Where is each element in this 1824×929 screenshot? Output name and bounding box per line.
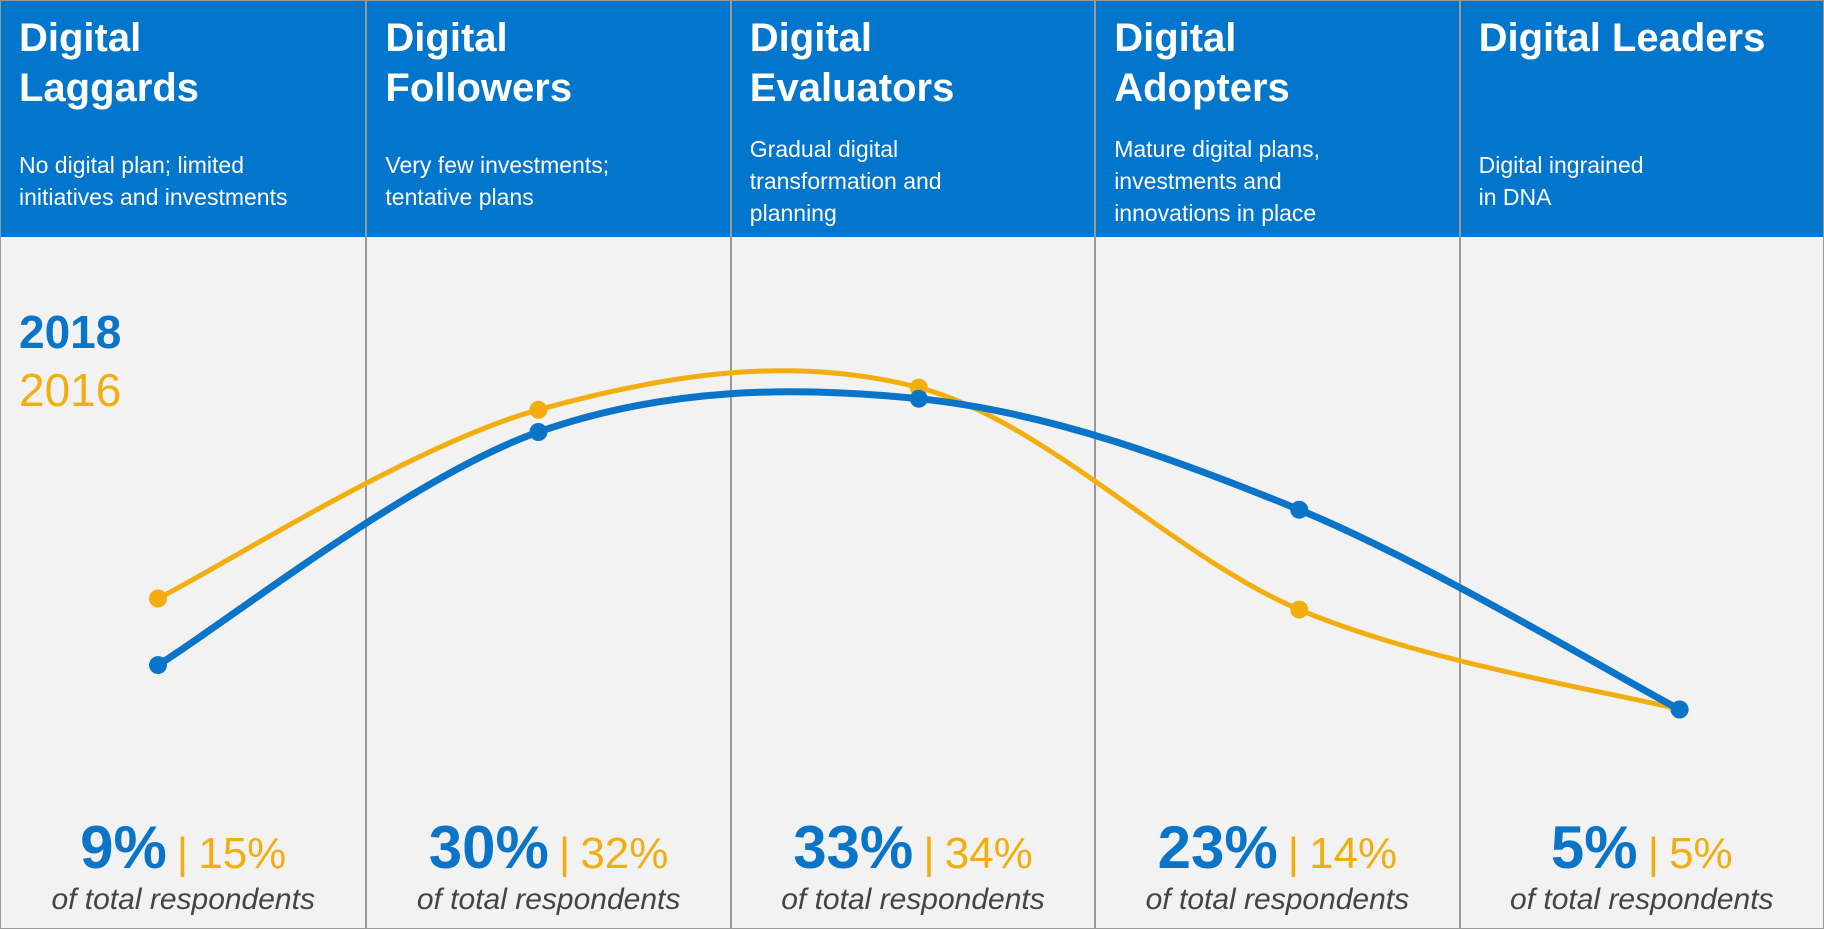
value-label: 34% <box>944 829 1033 878</box>
column-title: Digital Followers <box>385 16 573 110</box>
column-header: Digital Evaluators Gradual digital transf… <box>731 1 1095 237</box>
value-label: 30% <box>428 814 549 881</box>
value-label: 14% <box>1309 829 1398 878</box>
separator: | <box>1647 829 1660 878</box>
column-title: Digital Adopters <box>1114 16 1290 110</box>
legend: 2018 2016 <box>19 303 121 419</box>
data-point <box>149 656 167 675</box>
column-header: Digital Leaders Digital ingrained in DNA <box>1460 1 1823 237</box>
value-note: of total respondents <box>51 883 315 916</box>
value-label: 5% <box>1550 814 1638 881</box>
value-labels: 33% | 34% <box>732 813 1094 882</box>
data-point <box>1670 700 1689 719</box>
value-labels: 9% | 15% <box>1 813 365 882</box>
column-description: Digital ingrained in DNA <box>1478 152 1644 210</box>
value-label: 5% <box>1669 829 1733 878</box>
data-point <box>909 389 928 408</box>
separator: | <box>1287 829 1300 878</box>
column-title: Digital Leaders <box>1478 16 1766 60</box>
value-note: of total respondents <box>1510 883 1774 916</box>
separator: | <box>176 829 189 878</box>
data-point <box>529 423 548 441</box>
column-header: Digital Followers Very few investments; t… <box>367 1 730 237</box>
data-point <box>529 400 548 419</box>
value-note: of total respondents <box>781 883 1045 916</box>
column: Digital Laggards No digital plan; limited… <box>1 1 366 928</box>
column: Digital Leaders Digital ingrained in DNA 5… <box>1458 1 1823 928</box>
column-description: Gradual digital transformation and plann… <box>749 136 942 226</box>
separator: | <box>923 829 935 878</box>
data-point <box>1290 600 1309 619</box>
column-description: Mature digital plans, investments and in… <box>1114 136 1321 226</box>
value-labels: 5% | 5% <box>1461 813 1823 882</box>
value-note: of total respondents <box>416 883 681 916</box>
data-point <box>149 589 167 608</box>
separator: | <box>558 829 571 878</box>
series-line <box>156 388 1682 713</box>
value-label: 23% <box>1157 814 1278 881</box>
value-label: 15% <box>198 829 287 878</box>
column-header: Digital Laggards No digital plan; limited… <box>1 1 366 237</box>
column-description: No digital plan; limited initiatives and… <box>19 152 288 210</box>
value-labels: 30% | 32% <box>367 813 729 882</box>
data-point <box>1290 500 1309 519</box>
column: Digital Adopters Mature digital plans, in… <box>1094 1 1459 928</box>
value-note: of total respondents <box>1145 883 1410 916</box>
column: Digital Evaluators Gradual digital transf… <box>729 1 1095 928</box>
column-title: Digital Laggards <box>19 16 200 110</box>
column-description: Very few investments; tentative plans <box>385 152 610 210</box>
series-line <box>156 368 1681 712</box>
legend-entry: 2018 <box>19 306 122 358</box>
column-title: Digital Evaluators <box>749 16 955 110</box>
value-label: 33% <box>793 814 914 881</box>
value-label: 9% <box>80 814 167 881</box>
legend-entry: 2016 <box>19 364 122 416</box>
value-labels: 23% | 14% <box>1096 813 1458 882</box>
column: Digital Followers Very few investments; t… <box>365 1 730 928</box>
column-header: Digital Adopters Mature digital plans, in… <box>1096 1 1459 237</box>
value-label: 32% <box>580 829 669 878</box>
